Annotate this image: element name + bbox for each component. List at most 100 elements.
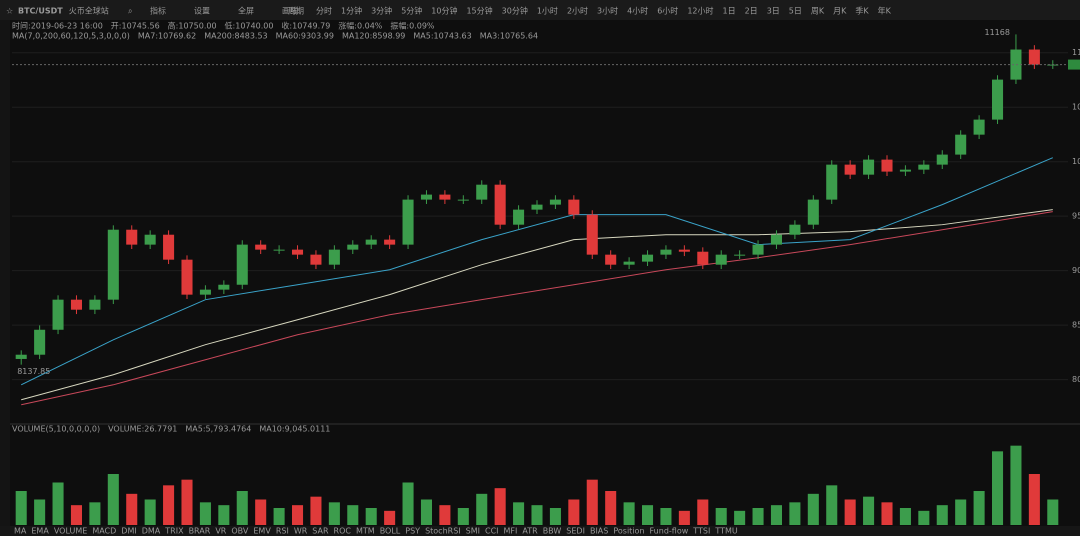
indicator-tab[interactable]: TTMU — [714, 527, 738, 536]
candle-body — [292, 249, 304, 255]
toolbar-button[interactable]: 画线 — [282, 6, 298, 16]
indicator-tab[interactable]: MFI — [504, 527, 518, 536]
period-button[interactable]: 1分钟 — [341, 6, 362, 16]
volume-bar — [1047, 499, 1059, 525]
period-button[interactable]: 3日 — [767, 7, 780, 16]
period-button[interactable]: 3小时 — [597, 6, 618, 16]
indicator-tab[interactable]: MTM — [356, 527, 375, 536]
indicator-tab[interactable]: TRIX — [164, 527, 184, 536]
period-button[interactable]: 30分钟 — [502, 6, 528, 16]
indicator-tab[interactable]: MACD — [92, 527, 116, 536]
volume-bar — [107, 474, 119, 525]
candle-body — [770, 234, 782, 245]
volume-bar — [347, 505, 359, 525]
indicator-tab[interactable]: BRAR — [189, 527, 211, 536]
volume-bar — [899, 508, 911, 525]
indicator-tab[interactable]: SAR — [312, 527, 329, 536]
indicator-tab[interactable]: VOLUME — [54, 527, 88, 536]
candle-body — [476, 184, 488, 200]
ma-legend: MA5:10743.63 — [413, 32, 471, 41]
period-button[interactable]: 5分钟 — [401, 6, 422, 16]
volume-legend: VOLUME:26.7791 — [108, 425, 177, 434]
period-button[interactable]: 周K — [811, 7, 825, 16]
period-button[interactable]: 季K — [855, 6, 869, 16]
candle-body — [605, 254, 617, 265]
candle-body — [807, 199, 819, 225]
indicator-tab[interactable]: CCI — [485, 527, 499, 536]
candle-body — [623, 261, 635, 265]
period-button[interactable]: 分时 — [316, 6, 332, 16]
toolbar-button[interactable]: 设置 — [194, 6, 210, 16]
period-button[interactable]: 12小时 — [687, 6, 713, 16]
volume-bar — [715, 508, 727, 525]
volume-bar — [126, 493, 138, 525]
indicator-tab[interactable]: StochRSI — [425, 527, 461, 536]
indicator-tab[interactable]: BOLL — [380, 527, 401, 536]
period-button[interactable]: 4小时 — [627, 6, 648, 16]
period-button[interactable]: 10分钟 — [431, 6, 457, 16]
indicator-tab[interactable]: SEDI — [566, 527, 585, 536]
volume-legend: MA10:9,045.0111 — [259, 425, 330, 434]
candle-body — [549, 199, 561, 205]
period-button[interactable]: 2小时 — [567, 6, 588, 16]
indicator-tab[interactable]: Position — [613, 527, 644, 536]
volume-bar — [310, 496, 322, 525]
indicator-tab[interactable]: WR — [294, 527, 308, 536]
period-button[interactable]: 5日 — [789, 7, 802, 16]
indicator-tab[interactable]: ROC — [334, 527, 352, 536]
candle-body — [1010, 49, 1022, 80]
volume-bar — [1028, 474, 1040, 525]
indicator-tab[interactable]: BIAS — [590, 527, 608, 536]
candle-body — [70, 299, 82, 310]
candle-body — [420, 194, 432, 200]
period-button[interactable]: 2日 — [745, 7, 758, 16]
indicator-tab[interactable]: RSI — [276, 527, 289, 536]
indicator-tab[interactable]: OBV — [231, 527, 249, 536]
volume-bar — [734, 510, 746, 525]
volume-bar — [70, 505, 82, 525]
last-price-tag — [1068, 59, 1080, 70]
toolbar-button[interactable]: 指标 — [150, 6, 166, 16]
period-label[interactable]: 周期 — [288, 7, 304, 16]
volume-bar — [15, 491, 27, 525]
period-button[interactable]: 月K — [833, 7, 847, 16]
indicator-tab[interactable]: EMV — [253, 527, 271, 536]
period-button[interactable]: 3分钟 — [371, 6, 392, 16]
toolbar-button[interactable]: 全屏 — [238, 6, 254, 16]
info-item: 时间:2019-06-23 16:00 — [12, 21, 103, 31]
candle-body — [199, 289, 211, 295]
indicator-tab[interactable]: SMI — [466, 527, 480, 536]
candle-body — [52, 299, 64, 330]
candle-body — [899, 169, 911, 172]
indicator-tab[interactable]: DMI — [121, 527, 136, 536]
indicator-tab[interactable]: ATR — [522, 527, 538, 536]
candle-body — [734, 254, 746, 256]
volume-bar — [789, 502, 801, 525]
volume-bar — [918, 510, 930, 525]
volume-bar — [770, 505, 782, 525]
candle-body — [660, 249, 672, 255]
period-button[interactable]: 1日 — [723, 7, 736, 16]
search-icon[interactable]: ⌕ — [128, 7, 132, 16]
volume-bar — [586, 479, 598, 525]
period-button[interactable]: 1小时 — [537, 6, 558, 16]
indicator-tab[interactable]: TTSI — [692, 527, 710, 536]
star-icon[interactable]: ☆ — [6, 7, 13, 16]
candle-body — [531, 204, 543, 210]
volume-bar — [420, 499, 432, 525]
symbol[interactable]: BTC/USDT — [18, 7, 63, 16]
volume-bar — [199, 502, 211, 525]
info-item: 涨幅:0.04% — [338, 21, 383, 31]
candle-body — [439, 194, 451, 200]
period-button[interactable]: 6小时 — [657, 6, 678, 16]
indicator-tab[interactable]: DMA — [142, 527, 161, 536]
period-button[interactable]: 年K — [878, 6, 892, 16]
indicator-tab[interactable]: Fund-flow — [650, 527, 689, 536]
volume-bar — [384, 510, 396, 525]
indicator-tab[interactable]: VR — [215, 527, 226, 536]
indicator-tab[interactable]: PSY — [405, 527, 420, 536]
indicator-tab[interactable]: BBW — [543, 527, 562, 536]
period-button[interactable]: 15分钟 — [466, 6, 492, 16]
indicator-tab[interactable]: MA — [14, 527, 27, 536]
indicator-tab[interactable]: EMA — [31, 527, 49, 536]
